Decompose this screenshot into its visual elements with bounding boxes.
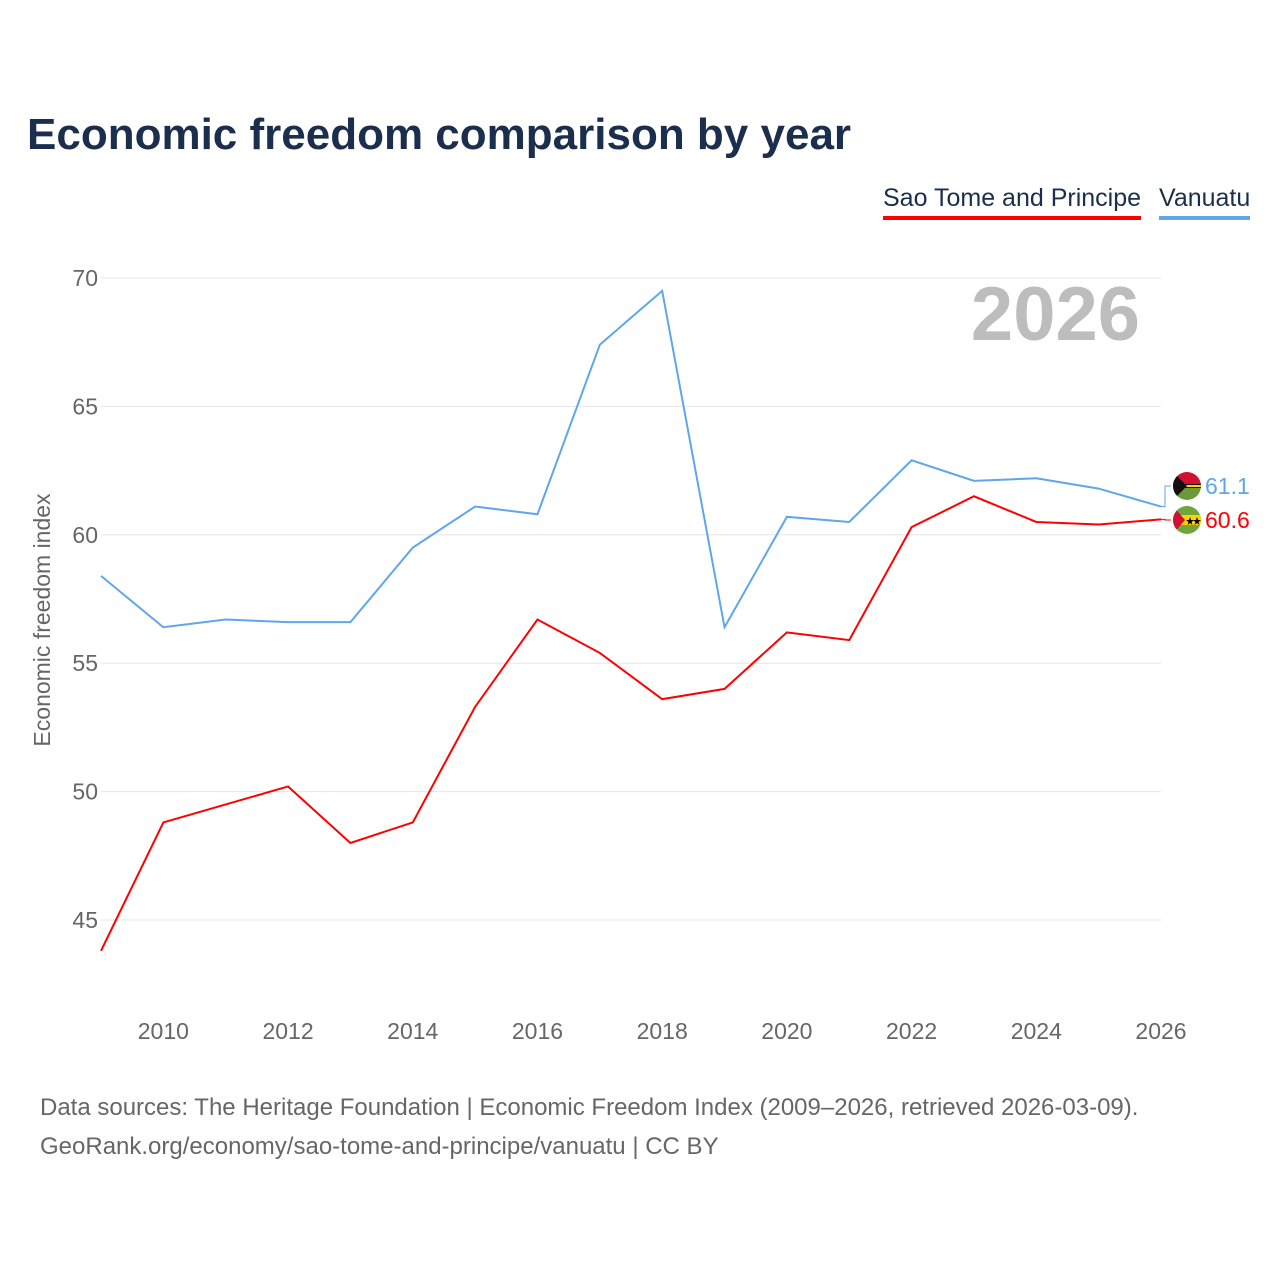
y-tick-label: 45	[72, 907, 98, 933]
leader-line	[1161, 485, 1171, 508]
chart-title: Economic freedom comparison by year	[27, 110, 852, 159]
y-tick-label: 65	[72, 393, 98, 419]
year-watermark: 2026	[971, 272, 1140, 357]
series-line-0	[100, 495, 1162, 952]
legend-vanuatu[interactable]: Vanuatu	[1159, 184, 1251, 220]
legend-sao-tome[interactable]: Sao Tome and Principe	[883, 184, 1142, 220]
vanuatu-flag-icon	[1173, 472, 1201, 500]
x-tick-label: 2016	[512, 1018, 563, 1044]
source-link[interactable]: GeoRank.org/economy/sao-tome-and-princip…	[40, 1133, 719, 1160]
series-line-1	[100, 288, 1162, 631]
y-tick-label: 70	[72, 265, 98, 291]
x-tick-label: 2012	[262, 1018, 313, 1044]
y-tick-label: 55	[72, 650, 98, 676]
source-text: Data sources: The Heritage Foundation | …	[40, 1094, 1139, 1121]
x-tick-label: 2026	[1135, 1018, 1186, 1044]
y-axis-label: Economic freedom index	[29, 493, 55, 747]
x-tick-label: 2022	[886, 1018, 937, 1044]
y-tick-label: 50	[72, 779, 98, 805]
leader-line	[1161, 518, 1171, 521]
x-tick-label: 2014	[387, 1018, 438, 1044]
end-value-label: 60.6	[1205, 507, 1250, 533]
y-tick-label: 60	[72, 522, 98, 548]
x-tick-label: 2024	[1011, 1018, 1062, 1044]
sao-tome-flag-icon	[1173, 506, 1201, 534]
x-tick-label: 2010	[138, 1018, 189, 1044]
x-tick-label: 2020	[761, 1018, 812, 1044]
x-tick-label: 2018	[637, 1018, 688, 1044]
end-value-label: 61.1	[1205, 473, 1250, 499]
footer: Data sources: The Heritage Foundation | …	[40, 1088, 1138, 1166]
